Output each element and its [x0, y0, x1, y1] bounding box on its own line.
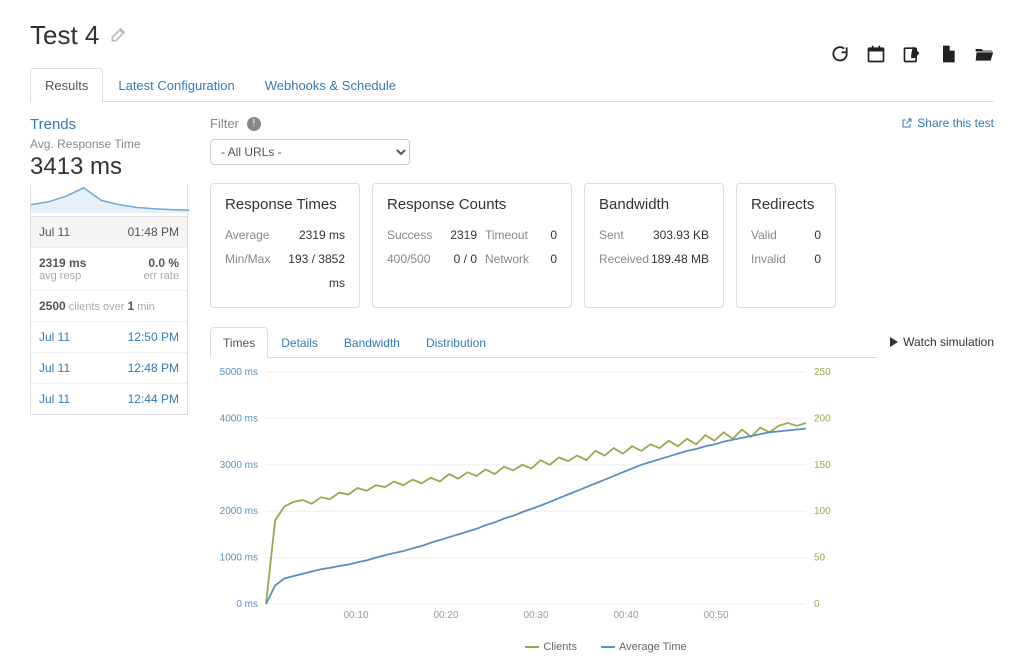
svg-text:5000 ms: 5000 ms [220, 367, 258, 378]
card-redirects: RedirectsValid0Invalid0 [736, 183, 836, 308]
history-row[interactable]: Jul 1112:48 PM [31, 353, 187, 384]
sub-tab-times[interactable]: Times [210, 327, 268, 358]
chart-legend: ClientsAverage Time [210, 641, 994, 653]
main-tabs: Results Latest Configuration Webhooks & … [30, 67, 994, 102]
page-title: Test 4 [30, 20, 129, 51]
sub-tabs: TimesDetailsBandwidthDistribution [210, 326, 877, 358]
watch-simulation[interactable]: Watch simulation [889, 335, 994, 349]
trends-current-row[interactable]: Jul 11 01:48 PM [31, 217, 187, 248]
svg-text:0: 0 [814, 599, 820, 610]
card-response-counts: Response CountsSuccess2319Timeout0400/50… [372, 183, 572, 308]
watch-label: Watch simulation [903, 335, 994, 349]
svg-text:150: 150 [814, 460, 831, 471]
filter-label: Filter [210, 116, 239, 131]
toolbar [830, 44, 994, 70]
edit-title-icon[interactable] [109, 20, 129, 51]
info-icon[interactable]: ! [247, 117, 261, 131]
svg-text:0 ms: 0 ms [236, 599, 258, 610]
clients-count: 2500 [39, 299, 66, 313]
chart: 0 ms 1000 ms 2000 ms 3000 ms 4000 ms 5000 ms 0… [210, 364, 994, 653]
avg-resp-value: 2319 ms [39, 256, 86, 270]
svg-text:250: 250 [814, 367, 831, 378]
sub-tab-bandwidth[interactable]: Bandwidth [331, 327, 413, 358]
svg-text:4000 ms: 4000 ms [220, 413, 258, 424]
trends-subtitle: Avg. Response Time [30, 137, 188, 151]
sub-tab-distribution[interactable]: Distribution [413, 327, 499, 358]
svg-text:1000 ms: 1000 ms [220, 553, 258, 564]
tab-results[interactable]: Results [30, 68, 103, 102]
trends-current-time: 01:48 PM [128, 225, 179, 239]
trends-current-date: Jul 11 [39, 225, 70, 239]
trends-sidebar: Trends Avg. Response Time 3413 ms Jul 11… [30, 116, 188, 653]
svg-text:100: 100 [814, 506, 831, 517]
page-title-text: Test 4 [30, 20, 99, 51]
summary-cards: Response TimesAverage2319 msMin/Max193 /… [210, 183, 994, 308]
trends-clients-row: 2500 clients over 1 min [31, 291, 187, 322]
trends-metrics-row: 2319 ms avg resp 0.0 % err rate [31, 248, 187, 291]
file-icon[interactable] [938, 44, 958, 70]
sub-tab-details[interactable]: Details [268, 327, 331, 358]
svg-text:00:50: 00:50 [703, 610, 728, 621]
share-label: Share this test [917, 116, 994, 130]
trends-value: 3413 ms [30, 153, 188, 181]
clients-unit: min [134, 301, 155, 313]
calendar-icon[interactable] [866, 44, 886, 70]
card-response-times: Response TimesAverage2319 msMin/Max193 /… [210, 183, 360, 308]
svg-text:50: 50 [814, 553, 826, 564]
svg-text:00:10: 00:10 [343, 610, 368, 621]
trends-title: Trends [30, 116, 188, 133]
svg-text:3000 ms: 3000 ms [220, 460, 258, 471]
clients-mid: clients over [66, 301, 128, 313]
share-link[interactable]: Share this test [901, 116, 994, 130]
history-row[interactable]: Jul 1112:50 PM [31, 322, 187, 353]
edit-icon[interactable] [902, 44, 922, 70]
tab-latest-config[interactable]: Latest Configuration [103, 68, 249, 102]
svg-text:200: 200 [814, 413, 831, 424]
svg-text:2000 ms: 2000 ms [220, 506, 258, 517]
err-rate-label: err rate [144, 270, 179, 282]
svg-text:00:30: 00:30 [523, 610, 548, 621]
svg-text:00:20: 00:20 [433, 610, 458, 621]
card-bandwidth: BandwidthSent303.93 KBReceived189.48 MB [584, 183, 724, 308]
avg-resp-label: avg resp [39, 270, 86, 282]
err-rate-value: 0.0 % [144, 256, 179, 270]
folder-icon[interactable] [974, 44, 994, 70]
refresh-icon[interactable] [830, 44, 850, 70]
tab-webhooks[interactable]: Webhooks & Schedule [250, 68, 411, 102]
filter-select[interactable]: - All URLs - [210, 139, 410, 165]
svg-text:00:40: 00:40 [613, 610, 638, 621]
history-row[interactable]: Jul 1112:44 PM [31, 384, 187, 414]
trends-sparkline [30, 185, 188, 217]
